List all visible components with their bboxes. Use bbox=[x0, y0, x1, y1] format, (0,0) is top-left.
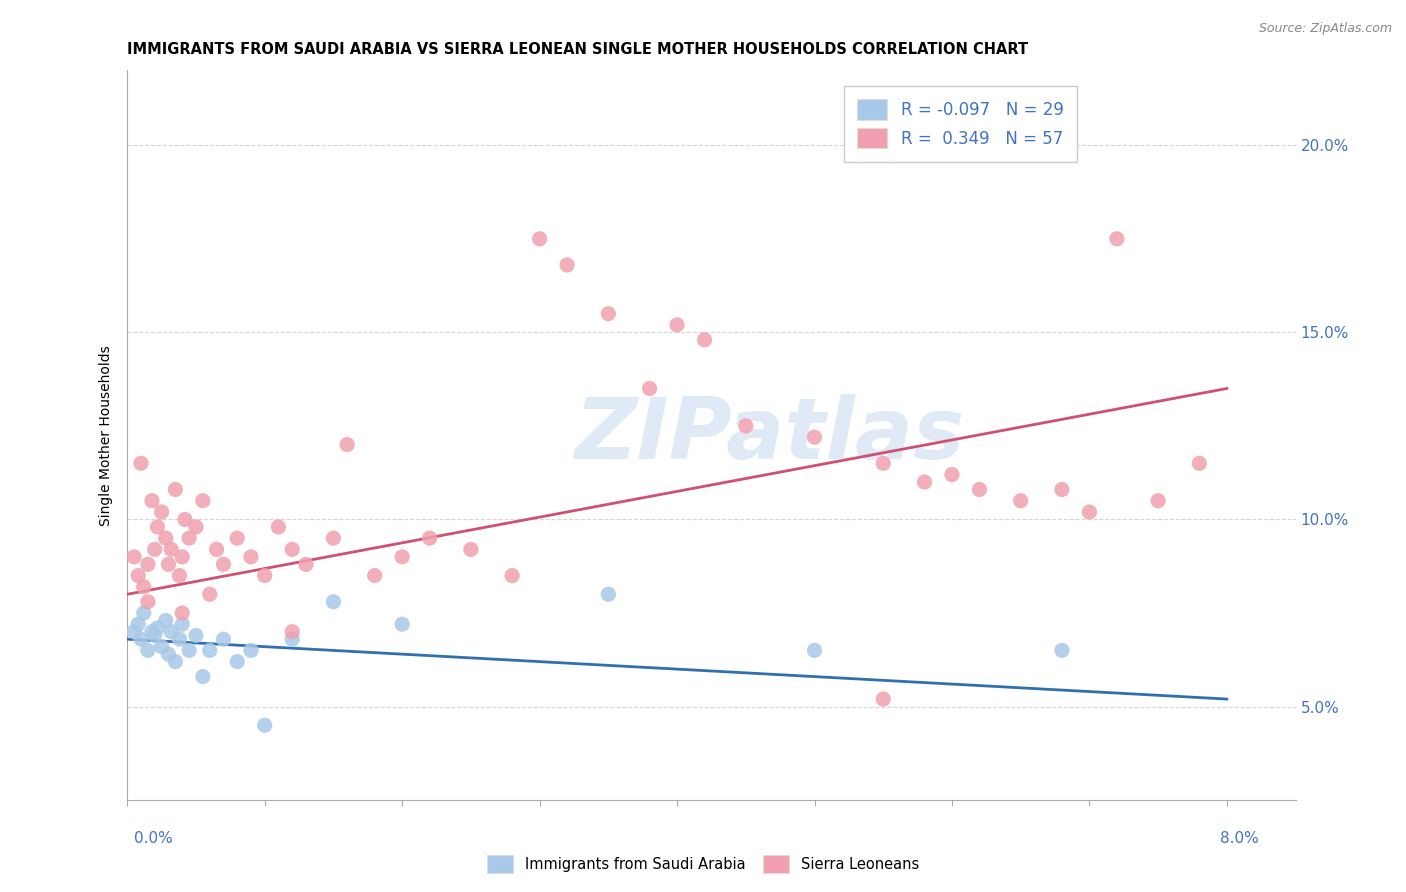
Point bbox=[155, 531, 177, 545]
Point bbox=[205, 542, 228, 557]
Point bbox=[1010, 493, 1032, 508]
Point bbox=[460, 542, 482, 557]
Point bbox=[122, 549, 145, 564]
Point bbox=[172, 549, 194, 564]
Point bbox=[150, 505, 173, 519]
Point bbox=[160, 542, 183, 557]
Point bbox=[177, 643, 200, 657]
Point bbox=[941, 467, 963, 482]
Point bbox=[391, 549, 413, 564]
Y-axis label: Single Mother Households: Single Mother Households bbox=[100, 345, 114, 525]
Point bbox=[666, 318, 689, 332]
Point bbox=[198, 587, 221, 601]
Point bbox=[1050, 483, 1073, 497]
Point bbox=[136, 558, 159, 572]
Point bbox=[734, 418, 756, 433]
Point bbox=[1147, 493, 1170, 508]
Text: Source: ZipAtlas.com: Source: ZipAtlas.com bbox=[1258, 22, 1392, 36]
Point bbox=[160, 624, 183, 639]
Point bbox=[1078, 505, 1101, 519]
Point bbox=[872, 456, 894, 470]
Point bbox=[872, 692, 894, 706]
Point bbox=[1188, 456, 1211, 470]
Point bbox=[239, 643, 262, 657]
Point bbox=[212, 632, 235, 647]
Point bbox=[157, 558, 180, 572]
Point bbox=[226, 655, 249, 669]
Point bbox=[169, 568, 191, 582]
Point bbox=[693, 333, 716, 347]
Point bbox=[184, 628, 207, 642]
Point bbox=[212, 558, 235, 572]
Point bbox=[150, 640, 173, 654]
Text: ZIPatlas: ZIPatlas bbox=[575, 393, 965, 476]
Point bbox=[914, 475, 936, 489]
Point bbox=[122, 624, 145, 639]
Text: 0.0%: 0.0% bbox=[134, 831, 173, 847]
Point bbox=[267, 520, 290, 534]
Point bbox=[132, 606, 155, 620]
Point bbox=[336, 437, 359, 451]
Point bbox=[803, 643, 825, 657]
Point bbox=[419, 531, 441, 545]
Point bbox=[295, 558, 318, 572]
Point bbox=[191, 493, 214, 508]
Point bbox=[281, 542, 304, 557]
Point bbox=[157, 647, 180, 661]
Point bbox=[198, 643, 221, 657]
Point bbox=[555, 258, 578, 272]
Point bbox=[141, 493, 163, 508]
Text: IMMIGRANTS FROM SAUDI ARABIA VS SIERRA LEONEAN SINGLE MOTHER HOUSEHOLDS CORRELAT: IMMIGRANTS FROM SAUDI ARABIA VS SIERRA L… bbox=[128, 42, 1028, 57]
Point bbox=[239, 549, 262, 564]
Point bbox=[136, 643, 159, 657]
Point bbox=[226, 531, 249, 545]
Point bbox=[253, 718, 276, 732]
Legend: R = -0.097   N = 29, R =  0.349   N = 57: R = -0.097 N = 29, R = 0.349 N = 57 bbox=[844, 86, 1077, 161]
Point bbox=[172, 606, 194, 620]
Point bbox=[391, 617, 413, 632]
Point bbox=[146, 621, 169, 635]
Point bbox=[281, 632, 304, 647]
Point bbox=[1105, 232, 1128, 246]
Point bbox=[143, 542, 166, 557]
Point bbox=[803, 430, 825, 444]
Point bbox=[281, 624, 304, 639]
Point bbox=[969, 483, 991, 497]
Point bbox=[1050, 643, 1073, 657]
Point bbox=[165, 483, 187, 497]
Point bbox=[155, 614, 177, 628]
Point bbox=[129, 632, 152, 647]
Point bbox=[174, 512, 197, 526]
Point bbox=[177, 531, 200, 545]
Point bbox=[127, 568, 149, 582]
Point bbox=[169, 632, 191, 647]
Point bbox=[529, 232, 551, 246]
Point bbox=[136, 595, 159, 609]
Point bbox=[322, 595, 344, 609]
Text: 8.0%: 8.0% bbox=[1219, 831, 1258, 847]
Point bbox=[638, 382, 661, 396]
Point bbox=[143, 628, 166, 642]
Point bbox=[322, 531, 344, 545]
Point bbox=[598, 307, 620, 321]
Point bbox=[127, 617, 149, 632]
Point bbox=[146, 520, 169, 534]
Legend: Immigrants from Saudi Arabia, Sierra Leoneans: Immigrants from Saudi Arabia, Sierra Leo… bbox=[479, 848, 927, 880]
Point bbox=[363, 568, 385, 582]
Point bbox=[172, 617, 194, 632]
Point bbox=[141, 624, 163, 639]
Point bbox=[253, 568, 276, 582]
Point bbox=[184, 520, 207, 534]
Point bbox=[191, 670, 214, 684]
Point bbox=[129, 456, 152, 470]
Point bbox=[132, 580, 155, 594]
Point bbox=[501, 568, 523, 582]
Point bbox=[165, 655, 187, 669]
Point bbox=[598, 587, 620, 601]
